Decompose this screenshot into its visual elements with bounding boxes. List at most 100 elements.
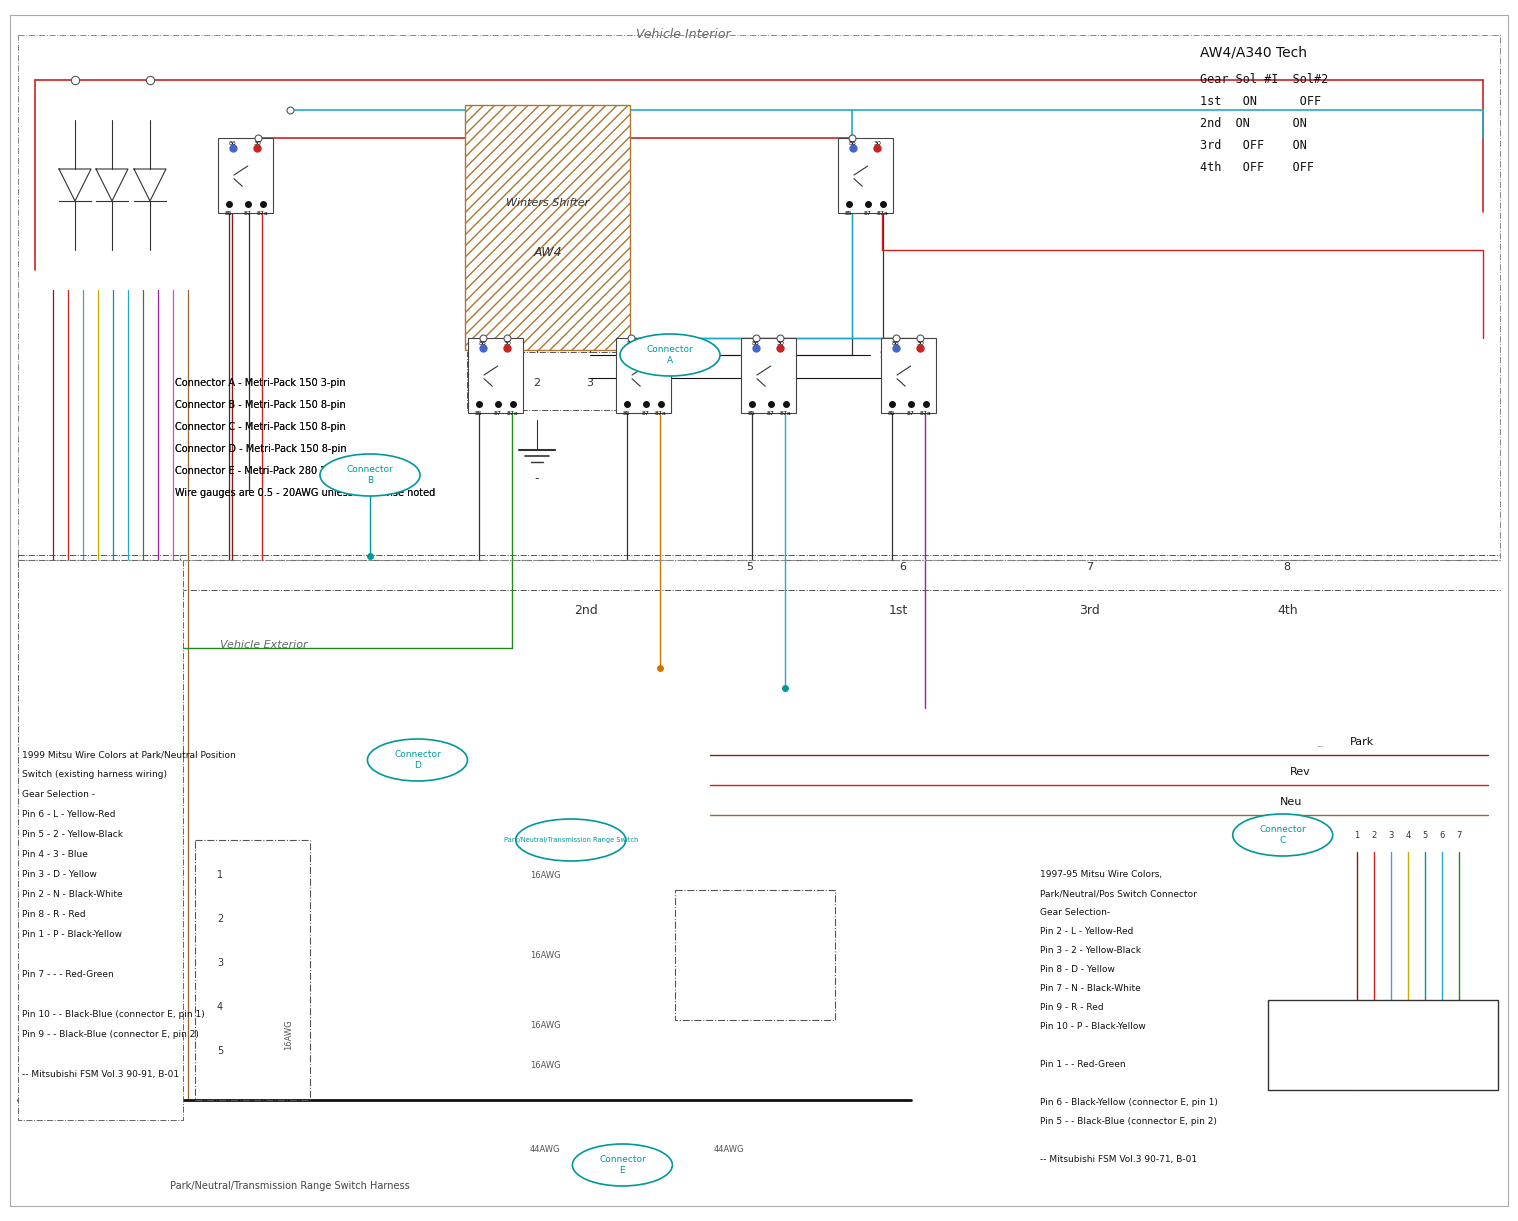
Bar: [676, 890, 835, 1020]
Text: 87: 87: [244, 210, 252, 215]
Text: Wire gauges are 0.5 - 20AWG unless otherwise noted: Wire gauges are 0.5 - 20AWG unless other…: [175, 488, 436, 498]
Text: 3: 3: [586, 379, 594, 388]
Text: 8: 8: [1284, 562, 1290, 571]
Text: Pin 10 - - Black-Blue (connector E, pin 1): Pin 10 - - Black-Blue (connector E, pin …: [21, 1010, 205, 1020]
Text: 2: 2: [217, 915, 223, 924]
Bar: [741, 337, 795, 413]
Bar: [18, 560, 184, 1120]
Bar: [1268, 1000, 1498, 1090]
Text: 3: 3: [217, 958, 223, 968]
Text: 85: 85: [225, 210, 232, 215]
Text: 1: 1: [217, 871, 223, 880]
Text: 87a: 87a: [780, 410, 791, 415]
Text: Pin 9 - R - Red: Pin 9 - R - Red: [1040, 1002, 1104, 1012]
Text: -: -: [534, 473, 539, 485]
Text: Vehicle Exterior: Vehicle Exterior: [220, 640, 308, 650]
Text: Rev: Rev: [1290, 767, 1310, 777]
Text: 4: 4: [1406, 830, 1410, 840]
Text: Vehicle Interior: Vehicle Interior: [636, 28, 730, 42]
Text: 85: 85: [888, 410, 896, 415]
Text: 30: 30: [917, 341, 924, 346]
Text: 6: 6: [900, 562, 906, 571]
Text: Connector
A: Connector A: [647, 346, 694, 365]
Text: 30: 30: [254, 140, 261, 147]
Text: Connector
E: Connector E: [600, 1155, 645, 1175]
Text: Pin 10 - P - Black-Yellow: Pin 10 - P - Black-Yellow: [1040, 1022, 1146, 1031]
Text: Gear Selection-: Gear Selection-: [1040, 908, 1110, 917]
Text: 30: 30: [873, 140, 880, 147]
Text: Pin 9 - - Black-Blue (connector E, pin 2): Pin 9 - - Black-Blue (connector E, pin 2…: [21, 1031, 199, 1039]
Text: 3rd   OFF    ON: 3rd OFF ON: [1201, 139, 1307, 151]
Bar: [615, 337, 671, 413]
Text: 1: 1: [1354, 830, 1360, 840]
Text: 16AWG: 16AWG: [284, 1020, 293, 1050]
Text: 87a: 87a: [654, 410, 666, 415]
Text: Connector E - Metri-Pack 280 2-pin: Connector E - Metri-Pack 280 2-pin: [175, 466, 345, 476]
Text: Pin 8 - R - Red: Pin 8 - R - Red: [21, 910, 85, 919]
Text: -- Mitsubishi FSM Vol.3 90-71, B-01: -- Mitsubishi FSM Vol.3 90-71, B-01: [1040, 1155, 1198, 1164]
Text: 3: 3: [100, 562, 106, 571]
Text: 87: 87: [767, 410, 774, 415]
Text: Sol 1: Sol 1: [880, 350, 906, 360]
Text: 87a: 87a: [507, 410, 519, 415]
Text: 2: 2: [533, 379, 540, 388]
Text: 7: 7: [1087, 562, 1093, 571]
Text: AW4/A340 Tech: AW4/A340 Tech: [1201, 45, 1307, 59]
Text: 30: 30: [776, 341, 783, 346]
Text: 85: 85: [844, 210, 853, 215]
Text: 16AWG: 16AWG: [530, 950, 560, 960]
Text: Pin 1 - P - Black-Yellow: Pin 1 - P - Black-Yellow: [21, 930, 121, 939]
Text: 44AWG: 44AWG: [530, 1145, 560, 1155]
Text: 4: 4: [149, 562, 155, 571]
Text: 1: 1: [486, 379, 493, 388]
Ellipse shape: [516, 819, 625, 861]
Text: Park/Neutral/Transmission Range Switch: Park/Neutral/Transmission Range Switch: [504, 838, 638, 842]
Text: Pin 5 - - Black-Blue (connector E, pin 2): Pin 5 - - Black-Blue (connector E, pin 2…: [1040, 1117, 1217, 1126]
Text: 87a: 87a: [920, 410, 932, 415]
Text: 6: 6: [1439, 830, 1445, 840]
Text: 87a: 87a: [257, 210, 269, 215]
Text: Connector C - Metri-Pack 150 8-pin: Connector C - Metri-Pack 150 8-pin: [175, 422, 346, 432]
Text: Park/Neutral/Pos Switch Connector: Park/Neutral/Pos Switch Connector: [1040, 889, 1196, 897]
Ellipse shape: [367, 739, 468, 781]
Text: Sol 2: Sol 2: [909, 372, 937, 383]
Bar: [465, 105, 630, 350]
Text: Connector B - Metri-Pack 150 8-pin: Connector B - Metri-Pack 150 8-pin: [175, 400, 346, 410]
Text: 1st: 1st: [890, 603, 908, 617]
Text: Connector
C: Connector C: [1260, 825, 1305, 845]
Text: 87: 87: [493, 410, 501, 415]
Text: Pin 7 - N - Black-White: Pin 7 - N - Black-White: [1040, 984, 1140, 993]
Text: Connector E - Metri-Pack 280 2-pin: Connector E - Metri-Pack 280 2-pin: [175, 466, 345, 476]
Bar: [468, 337, 522, 413]
Text: Pin 3 - 2 - Yellow-Black: Pin 3 - 2 - Yellow-Black: [1040, 946, 1142, 955]
Text: 85: 85: [475, 410, 483, 415]
Text: -- Mitsubishi FSM Vol.3 90-91, B-01: -- Mitsubishi FSM Vol.3 90-91, B-01: [21, 1070, 179, 1079]
Text: Pin 5 - 2 - Yellow-Black: Pin 5 - 2 - Yellow-Black: [21, 830, 123, 839]
Text: AW4: AW4: [533, 245, 562, 259]
Text: Pin 6 - Black-Yellow (connector E, pin 1): Pin 6 - Black-Yellow (connector E, pin 1…: [1040, 1098, 1217, 1107]
Text: Pin 2 - N - Black-White: Pin 2 - N - Black-White: [21, 890, 123, 899]
Text: Park: Park: [1350, 737, 1374, 747]
Ellipse shape: [320, 454, 420, 496]
Text: 7: 7: [1456, 830, 1462, 840]
Text: 1999 Mitsu Wire Colors at Park/Neutral Position: 1999 Mitsu Wire Colors at Park/Neutral P…: [21, 750, 235, 759]
Text: 5: 5: [217, 1046, 223, 1056]
Text: Connector
B: Connector B: [346, 465, 393, 485]
Text: Park/Neutral/Transmission Range Switch Harness: Park/Neutral/Transmission Range Switch H…: [170, 1181, 410, 1190]
Text: Pin 6 - L - Yellow-Red: Pin 6 - L - Yellow-Red: [21, 810, 115, 819]
Text: 44AWG: 44AWG: [713, 1145, 744, 1155]
Text: Gear Sol #I  Sol#2: Gear Sol #I Sol#2: [1201, 73, 1328, 85]
Bar: [838, 138, 893, 212]
Text: Pin 2 - L - Yellow-Red: Pin 2 - L - Yellow-Red: [1040, 927, 1134, 937]
Text: 1997-95 Mitsu Wire Colors,: 1997-95 Mitsu Wire Colors,: [1040, 871, 1161, 879]
Text: 3: 3: [1389, 830, 1394, 840]
Text: 87: 87: [864, 210, 871, 215]
Text: 86: 86: [480, 341, 487, 346]
Text: Pin 3 - D - Yellow: Pin 3 - D - Yellow: [21, 871, 97, 879]
Text: 86: 86: [229, 140, 237, 147]
Bar: [880, 337, 935, 413]
Text: 4: 4: [217, 1002, 223, 1012]
Text: 30: 30: [502, 341, 512, 346]
Text: 87: 87: [906, 410, 915, 415]
Text: Pin 4 - 3 - Blue: Pin 4 - 3 - Blue: [21, 850, 88, 860]
